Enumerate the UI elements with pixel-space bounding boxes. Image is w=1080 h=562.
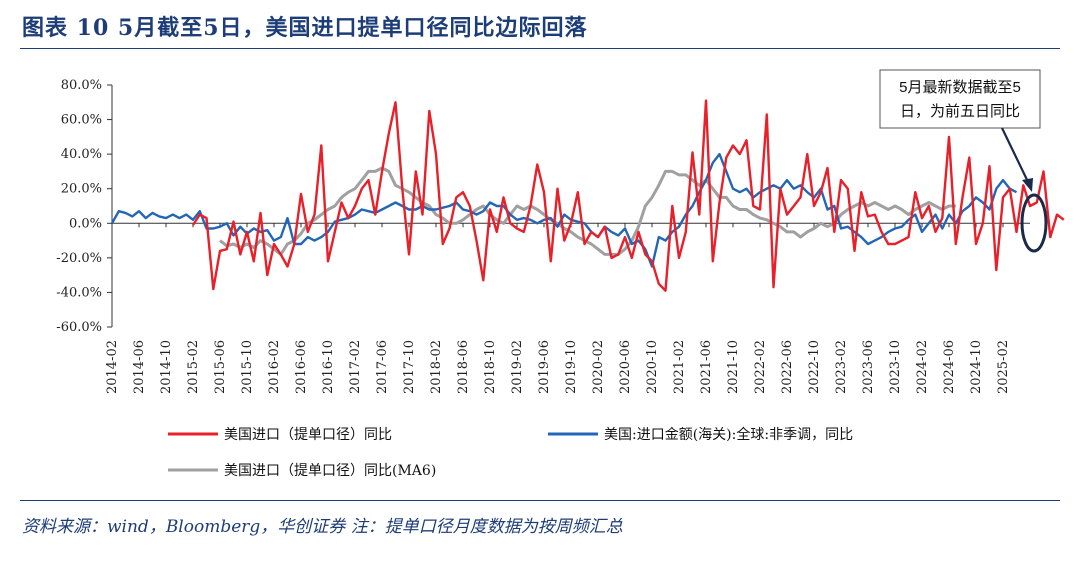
y-tick-label: -20.0% — [56, 251, 102, 266]
x-tick-label: 2023-06 — [861, 340, 876, 394]
annotation-box — [879, 69, 1041, 129]
x-tick-label: 2020-06 — [618, 340, 633, 394]
x-tick-label: 2022-10 — [807, 340, 822, 394]
y-tick-label: 20.0% — [61, 182, 102, 197]
x-tick-label: 2018-10 — [483, 340, 498, 394]
x-tick-label: 2023-10 — [888, 340, 903, 394]
legend-label-gray: 美国进口（提单口径）同比(MA6) — [224, 463, 436, 479]
x-tick-label: 2015-06 — [213, 340, 228, 394]
x-tick-label: 2014-02 — [105, 340, 120, 394]
x-tick-label: 2021-10 — [726, 340, 741, 394]
y-tick-label: 40.0% — [61, 147, 102, 162]
y-tick-label: 80.0% — [61, 78, 102, 93]
x-tick-label: 2020-10 — [645, 340, 660, 394]
line-chart: -60.0% -40.0% -20.0% 0.0% 20.0% 40.0% 60.0% 80.… — [56, 69, 1065, 479]
legend-label-red: 美国进口（提单口径）同比 — [224, 427, 392, 443]
series-line-us-import-bl-yoy — [191, 99, 1065, 292]
x-tick-label: 2016-10 — [321, 340, 336, 394]
x-tick-label: 2015-10 — [240, 340, 255, 394]
x-tick-label: 2019-02 — [510, 340, 525, 394]
annotation-line1: 5月最新数据截至5 — [899, 79, 1021, 96]
annotation-arrow-head — [1022, 178, 1033, 192]
x-tick-label: 2022-06 — [780, 340, 795, 394]
x-tick-label: 2018-06 — [456, 340, 471, 394]
legend-label-blue: 美国:进口金额(海关):全球:非季调，同比 — [604, 426, 853, 443]
highlight-ellipse — [1020, 193, 1048, 253]
x-tick-label: 2021-02 — [672, 340, 687, 394]
y-tick-label: -60.0% — [56, 320, 102, 335]
x-tick-label: 2025-02 — [996, 340, 1011, 394]
x-tick-label: 2016-06 — [294, 340, 309, 394]
x-tick-label: 2018-02 — [429, 340, 444, 394]
y-tick-label: -40.0% — [56, 285, 102, 300]
source-rule — [20, 500, 1060, 501]
legend: 美国进口（提单口径）同比 美国:进口金额(海关):全球:非季调，同比 美国进口（… — [168, 426, 853, 479]
y-tick-label: 0.0% — [69, 216, 102, 231]
figure-title: 图表 10 5月截至5日，美国进口提单口径同比边际回落 — [22, 15, 588, 41]
source-note: 资料来源：wind，Bloomberg，华创证券 注：提单口径月度数据为按周频汇… — [22, 517, 623, 537]
x-axis: 2014-02 2014-06 2014-10 2015-02 2015-06 2015-… — [105, 222, 1030, 394]
y-axis: -60.0% -40.0% -20.0% 0.0% 20.0% 40.0% 60.0% 80.… — [56, 78, 113, 335]
annotation-arrow-shaft — [1001, 127, 1031, 187]
x-tick-label: 2022-02 — [753, 340, 768, 394]
x-tick-label: 2021-06 — [699, 340, 714, 394]
x-tick-label: 2016-02 — [267, 340, 282, 394]
x-tick-label: 2014-10 — [159, 340, 174, 394]
series-lines — [110, 99, 1065, 292]
x-tick-label: 2024-10 — [969, 340, 984, 394]
x-tick-label: 2017-10 — [402, 340, 417, 394]
x-tick-label: 2024-06 — [942, 340, 957, 394]
annotation-line2: 日，为前五日同比 — [900, 103, 1020, 120]
x-tick-label: 2023-02 — [834, 340, 849, 394]
x-tick-label: 2019-06 — [537, 340, 552, 394]
x-tick-label: 2017-02 — [348, 340, 363, 394]
title-rule — [20, 48, 1060, 49]
y-tick-label: 60.0% — [61, 113, 102, 128]
x-tick-label: 2024-02 — [915, 340, 930, 394]
x-tick-label: 2017-06 — [375, 340, 390, 394]
series-line-us-import-bl-ma6 — [219, 166, 956, 256]
x-tick-label: 2019-10 — [564, 340, 579, 394]
series-line-us-import-customs-yoy — [110, 152, 1018, 268]
x-tick-label: 2020-02 — [591, 340, 606, 394]
x-tick-label: 2014-06 — [132, 340, 147, 394]
annotation-callout: 5月最新数据截至5 日，为前五日同比 — [879, 69, 1048, 253]
x-tick-label: 2015-02 — [186, 340, 201, 394]
